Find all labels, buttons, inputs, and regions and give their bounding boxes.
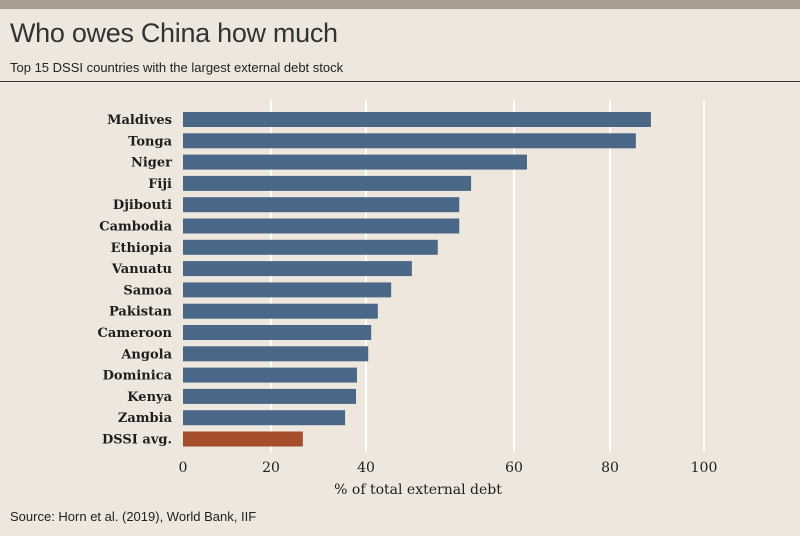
category-label: Vanuatu xyxy=(111,262,172,277)
category-label: Maldives xyxy=(107,113,172,128)
category-label: Dominica xyxy=(103,369,173,384)
bar xyxy=(183,197,460,213)
top-bar xyxy=(0,0,800,9)
category-label: Zambia xyxy=(118,411,173,426)
x-tick-label: 80 xyxy=(601,460,619,476)
category-label: Kenya xyxy=(127,390,172,405)
bar xyxy=(183,410,346,426)
category-label: DSSI avg. xyxy=(102,433,172,448)
x-tick-label: 40 xyxy=(357,460,375,476)
bar xyxy=(183,218,460,234)
bar xyxy=(183,346,369,362)
category-label: Ethiopia xyxy=(111,241,173,256)
bar xyxy=(183,239,438,255)
bar xyxy=(183,388,357,404)
category-label: Djibouti xyxy=(113,198,172,213)
bar xyxy=(183,282,392,298)
x-tick-label: 60 xyxy=(505,460,523,476)
category-label: Cambodia xyxy=(99,220,172,235)
x-tick-label: 20 xyxy=(262,460,280,476)
x-tick-label: 0 xyxy=(179,460,188,476)
divider xyxy=(0,81,800,82)
category-label: Fiji xyxy=(148,177,172,192)
bar-dssi-avg xyxy=(183,431,303,447)
bar xyxy=(183,325,372,340)
chart-title: Who owes China how much xyxy=(10,18,338,48)
bar xyxy=(183,112,651,127)
category-label: Angola xyxy=(120,347,172,362)
source-note: Source: Horn et al. (2019), World Bank, … xyxy=(10,509,257,524)
bar xyxy=(183,367,357,383)
bar xyxy=(183,303,378,319)
chart-subtitle: Top 15 DSSI countries with the largest e… xyxy=(10,60,344,75)
category-label: Tonga xyxy=(128,134,172,149)
category-label: Samoa xyxy=(123,283,172,298)
bar xyxy=(183,175,472,191)
bar xyxy=(183,154,527,170)
x-tick-label: 100 xyxy=(691,460,718,476)
bar xyxy=(183,133,636,149)
category-label: Pakistan xyxy=(109,305,173,320)
category-label: Niger xyxy=(131,156,172,171)
bar xyxy=(183,261,412,277)
x-axis-label: % of total external debt xyxy=(334,482,502,498)
category-label: Cameroon xyxy=(98,326,173,341)
